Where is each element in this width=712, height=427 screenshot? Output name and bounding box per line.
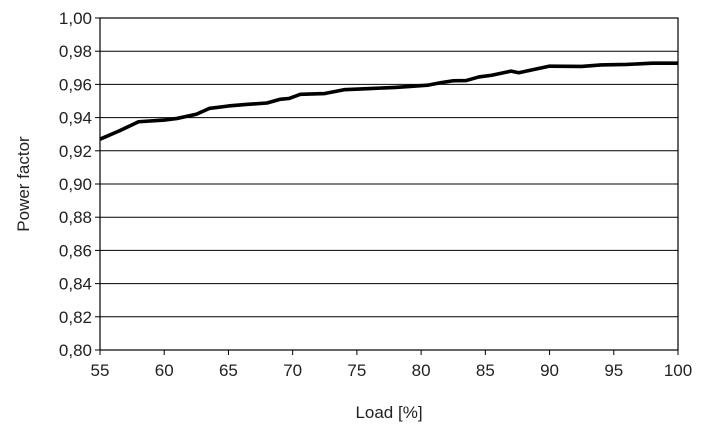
x-tick-label: 90 [540, 361, 559, 380]
y-tick-label: 1,00 [59, 9, 92, 28]
x-tick-label: 80 [412, 361, 431, 380]
x-tick-label: 55 [91, 361, 110, 380]
y-tick-label: 0,90 [59, 175, 92, 194]
y-tick-label: 0,80 [59, 341, 92, 360]
x-axis-label: Load [%] [355, 403, 422, 422]
x-tick-label: 75 [347, 361, 366, 380]
grid [100, 17, 678, 351]
y-tick-label: 0,94 [59, 109, 92, 128]
power-factor-line [99, 61, 678, 141]
y-tick-label: 0,92 [59, 142, 92, 161]
y-tick-label: 0,84 [59, 275, 92, 294]
y-tick-label: 0,96 [59, 75, 92, 94]
x-axis-ticks: 55 60 65 70 75 80 85 90 95 100 [91, 350, 692, 380]
x-tick-label: 65 [219, 361, 238, 380]
x-tick-label: 60 [155, 361, 174, 380]
y-axis-label: Power factor [14, 136, 33, 232]
x-tick-label: 70 [283, 361, 302, 380]
x-tick-label: 95 [604, 361, 623, 380]
y-tick-label: 0,86 [59, 241, 92, 260]
y-tick-label: 0,98 [59, 42, 92, 61]
x-tick-label: 85 [476, 361, 495, 380]
y-axis-ticks: 0,80 0,82 0,84 0,86 0,88 0,90 0,92 0,94 0,96 0,98… [59, 9, 100, 360]
y-tick-label: 0,88 [59, 208, 92, 227]
x-tick-label: 100 [664, 361, 692, 380]
y-tick-label: 0,82 [59, 308, 92, 327]
